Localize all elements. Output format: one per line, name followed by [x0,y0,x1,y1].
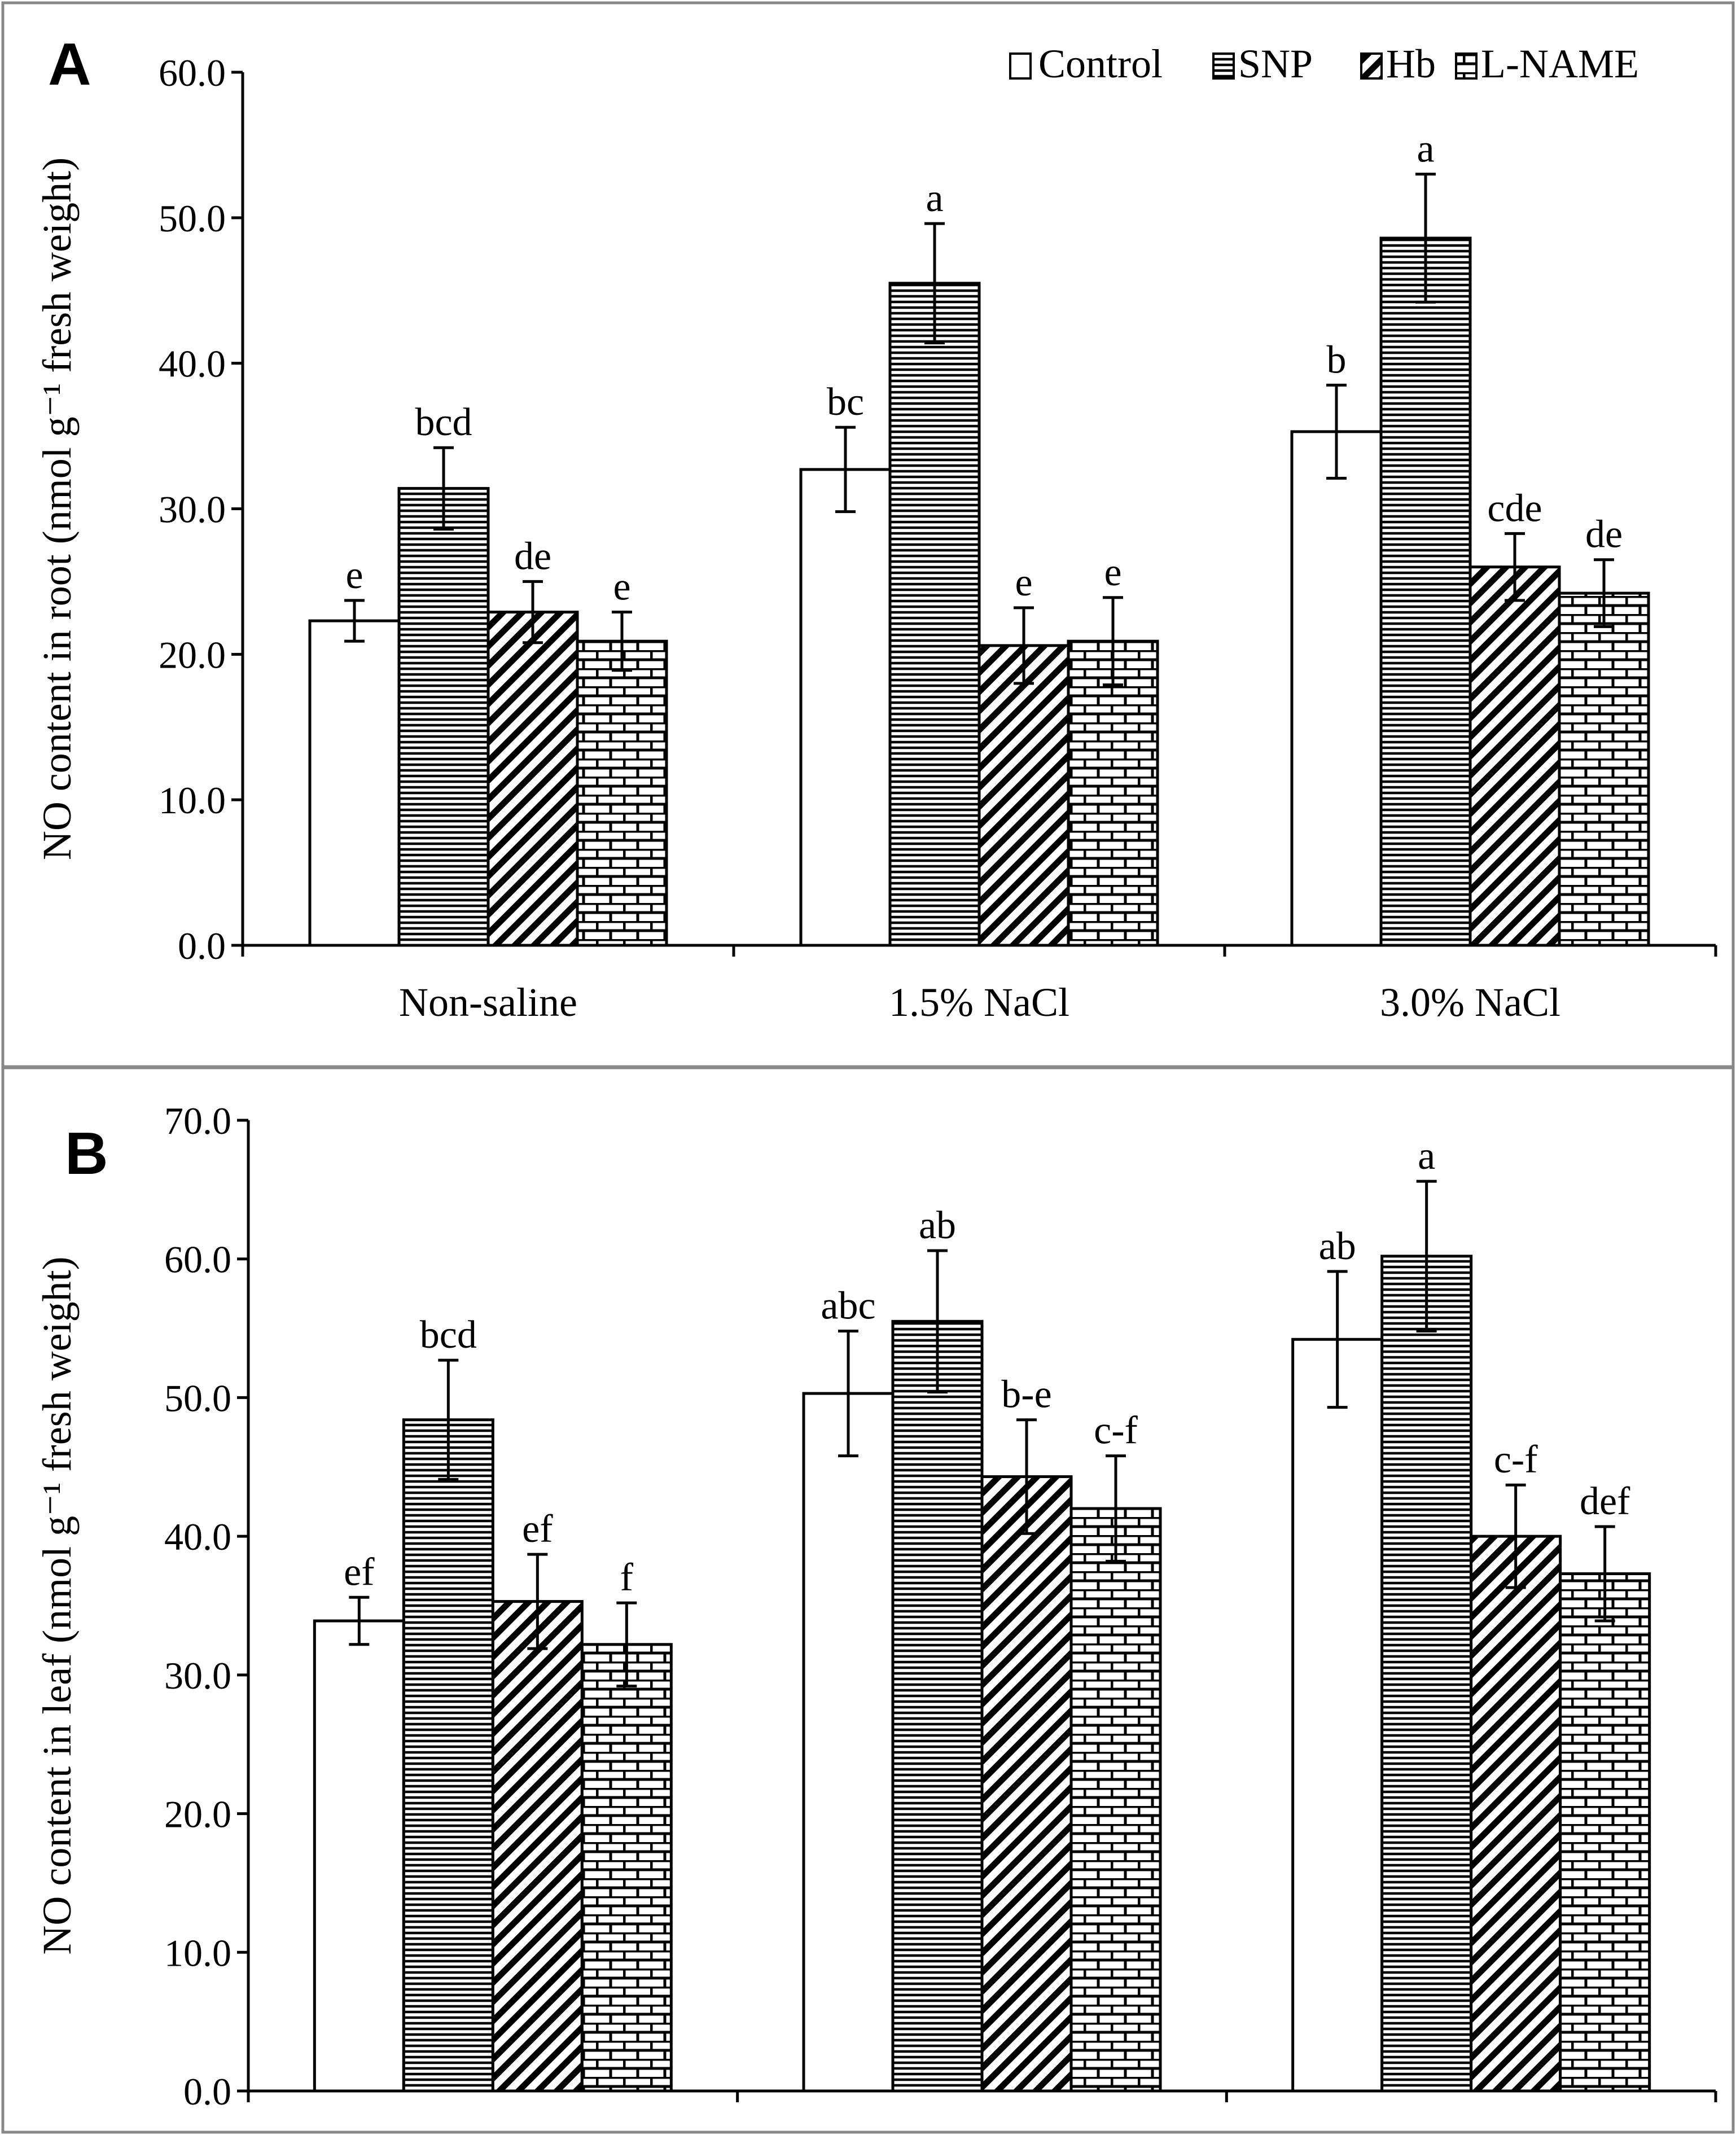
legend-control-label: Control [1038,41,1163,86]
bar-hb-a [486,611,579,947]
x-category-label-b: Non-saline [404,2131,582,2135]
bar-control-b [313,1619,405,2093]
significance-letter-a: e [1015,561,1032,604]
bar-snp-b [1380,1255,1473,2093]
significance-letter-b: c-f [1494,1438,1538,1481]
significance-letter-b: abc [821,1284,875,1327]
legend-lname-swatch [1455,52,1478,80]
significance-letter-b: bcd [420,1313,477,1357]
bar-hb-a [1468,565,1561,947]
panel-b-letter: B [65,1120,108,1187]
significance-letter-b: c-f [1094,1409,1138,1453]
y-tick-label-a: 0.0 [178,924,226,967]
chart-panel-b: 0.0 10.0 20.0 30.0 40.0 50.0 60.0 70.0 NO conten… [34,1099,1717,2135]
bar-control-b [802,1392,895,2093]
significance-letter-b: ab [1319,1225,1356,1268]
bar-lname-b [1559,1572,1651,2093]
y-tick-label-a: 30.0 [159,488,226,531]
y-tick-label-b: 10.0 [164,1931,231,1974]
significance-letter-a: bc [827,380,864,424]
bar-hb-b [1470,1535,1562,2093]
significance-letter-a: de [1585,513,1623,556]
y-tick-label-b: 40.0 [164,1515,231,1558]
x-category-label-a: 1.5% NaCl [889,980,1069,1025]
significance-letter-b: ef [522,1507,553,1551]
bar-lname-b [580,1643,673,2093]
significance-letter-b: b-e [1001,1373,1051,1417]
bar-hb-b [491,1600,584,2093]
y-tick-label-a: 50.0 [159,197,226,240]
legend: Control SNP Hb L-NAME [1009,41,1639,86]
significance-letter-a: b [1327,338,1347,382]
bar-snp-b [402,1418,494,2093]
legend-hb-swatch [1360,52,1383,80]
y-tick-label-a: 10.0 [159,779,226,822]
y-tick-label-b: 0.0 [183,2070,231,2113]
legend-hb-label: Hb [1386,41,1436,86]
significance-letter-b: ab [919,1204,956,1247]
bar-lname-a [576,639,668,947]
bar-snp-a [397,486,490,947]
significance-letter-a: e [1104,551,1121,594]
bar-lname-b [1069,1507,1162,2093]
significance-letter-a: a [1417,127,1434,170]
y-tick-label-a: 20.0 [159,633,226,676]
significance-letter-b: ef [344,1550,375,1594]
significance-letter-a: bcd [415,401,472,444]
panel-b-frame [1,1066,1735,2134]
y-tick-label-b: 30.0 [164,1654,231,1697]
legend-lname-label: L-NAME [1481,41,1639,86]
y-tick-label-b: 50.0 [164,1376,231,1419]
bar-hb-a [977,644,1070,947]
bar-lname-a [1067,639,1159,947]
bar-snp-a [1379,236,1472,947]
significance-letter-a: de [514,534,551,578]
legend-snp-label: SNP [1238,41,1313,86]
bar-control-a [1290,430,1383,947]
significance-letter-b: def [1580,1480,1630,1523]
x-category-label-a: 3.0% NaCl [1380,980,1560,1025]
chart-panel-a: 0.0 10.0 20.0 30.0 40.0 50.0 60.0 NO content in… [34,51,1717,1025]
y-tick-label-a: 40.0 [159,343,226,385]
bar-control-a [799,468,892,947]
y-tick-label-a: 60.0 [159,51,226,94]
bar-lname-a [1558,591,1650,947]
significance-letter-b: a [1418,1134,1435,1178]
bar-control-b [1291,1338,1384,2093]
x-category-label-a: Non-saline [399,980,577,1025]
bar-hb-b [980,1475,1073,2093]
significance-letter-a: e [613,565,630,609]
significance-letter-a: e [345,554,363,597]
legend-snp-swatch [1212,52,1235,80]
x-category-label-b: 1.5% NaCl [892,2131,1072,2135]
y-tick-label-b: 60.0 [164,1238,231,1281]
bar-snp-b [891,1319,984,2093]
y-axis-title-a: NO content in root (nmol g⁻¹ fresh weigh… [34,157,80,860]
legend-control-swatch [1009,52,1032,80]
bar-snp-a [888,282,981,947]
significance-letter-a: cde [1487,486,1542,530]
bar-control-a [308,619,401,947]
y-tick-label-b: 70.0 [164,1099,231,1142]
y-axis-title-b: NO content in leaf (nmol g⁻¹ fresh weigh… [34,1256,80,1954]
significance-letter-b: f [620,1556,634,1599]
panel-a-letter: A [48,31,91,98]
y-tick-label-b: 20.0 [164,1793,231,1836]
x-category-label-b: 3.0% NaCl [1381,2131,1562,2135]
significance-letter-a: a [926,177,943,220]
